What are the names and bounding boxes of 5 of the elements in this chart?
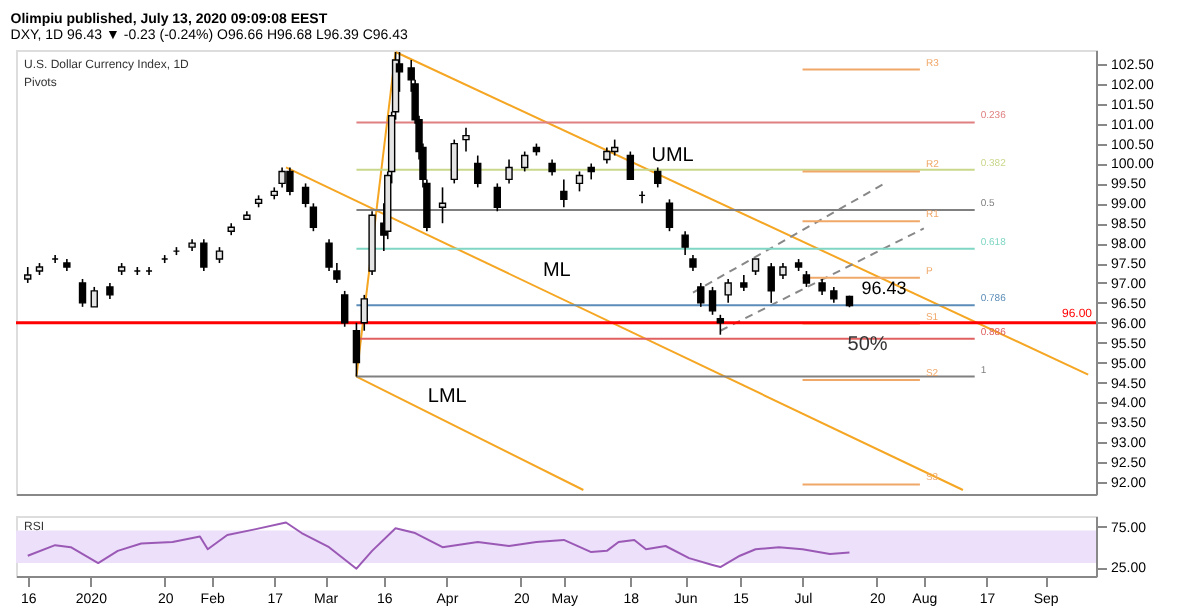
series-label: ML: [542, 260, 572, 283]
series-label: UML: [651, 145, 695, 168]
annotation: 96.43: [861, 277, 907, 298]
series-label: LML: [427, 385, 468, 408]
annotation: 50%: [847, 334, 888, 357]
